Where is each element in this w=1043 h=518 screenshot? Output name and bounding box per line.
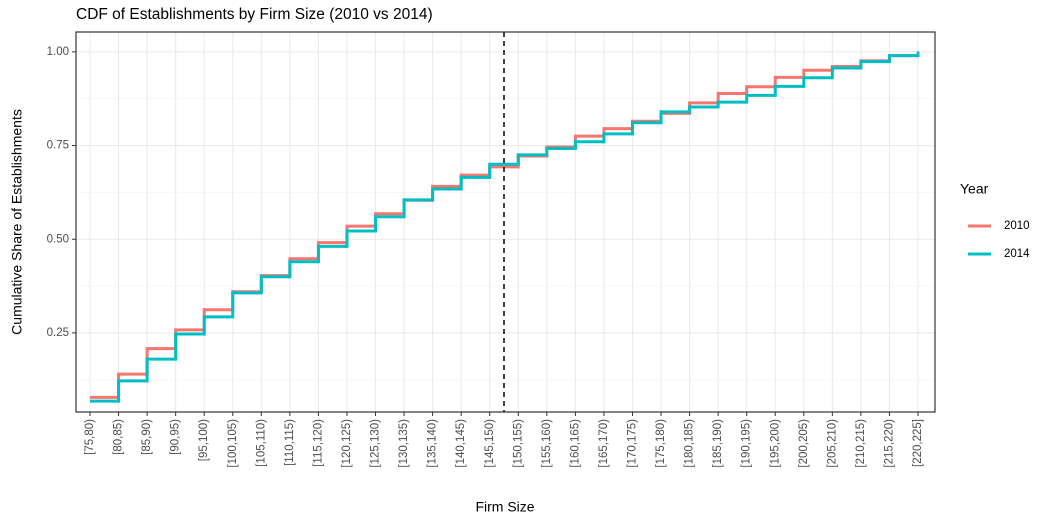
x-tick-label: [195,200) [769, 419, 781, 468]
x-tick-label: [105,110) [255, 419, 267, 467]
y-tick-label: 0.50 [47, 233, 69, 245]
y-tick-label: 1.00 [47, 46, 69, 58]
x-tick-label: [135,140) [427, 419, 439, 468]
x-tick-label: [205,210) [826, 419, 838, 468]
x-tick-label: [100,105) [227, 419, 239, 468]
x-tick-label: [185,190) [712, 419, 724, 468]
x-tick-label: [145,150) [484, 419, 496, 468]
plot-background [76, 32, 935, 412]
legend-title: Year [960, 181, 989, 197]
x-tick-label: [215,220) [883, 419, 895, 468]
x-tick-label: [95,100) [198, 419, 210, 461]
x-axis-title: Firm Size [475, 499, 534, 515]
y-tick-label: 0.25 [47, 327, 69, 339]
chart-title: CDF of Establishments by Firm Size (2010… [76, 6, 433, 23]
x-tick-label: [140,145) [455, 419, 467, 468]
legend-label: 2010 [1004, 220, 1030, 232]
x-tick-label: [220,225] [912, 419, 924, 467]
y-axis-title: Cumulative Share of Establishments [9, 109, 25, 335]
plot-border [75, 31, 936, 413]
x-tick-label: [170,175) [627, 419, 639, 468]
x-tick-label: [175,180) [655, 419, 667, 468]
x-tick-label: [130,135) [398, 419, 410, 468]
x-tick-label: [125,130) [370, 419, 382, 468]
x-tick-label: [165,170) [598, 419, 610, 468]
x-tick-label: [200,205) [798, 419, 810, 468]
x-tick-label: [155,160) [541, 419, 553, 468]
x-tick-label: [150,155) [512, 419, 524, 468]
x-tick-label: [110,115) [284, 419, 296, 466]
x-tick-label: [75,80) [84, 419, 96, 455]
y-tick-label: 0.75 [47, 140, 69, 152]
x-tick-label: [180,185) [684, 419, 696, 468]
x-tick-label: [90,95) [170, 419, 182, 455]
x-tick-label: [160,165) [569, 419, 581, 468]
x-tick-label: [120,125) [341, 419, 353, 468]
legend-label: 2014 [1004, 248, 1030, 260]
x-tick-label: [80,85) [113, 419, 125, 455]
x-tick-label: [85,90) [141, 419, 153, 455]
x-tick-label: [115,120) [312, 419, 324, 467]
x-tick-label: [210,215) [855, 419, 867, 468]
x-tick-label: [190,195) [741, 419, 753, 468]
